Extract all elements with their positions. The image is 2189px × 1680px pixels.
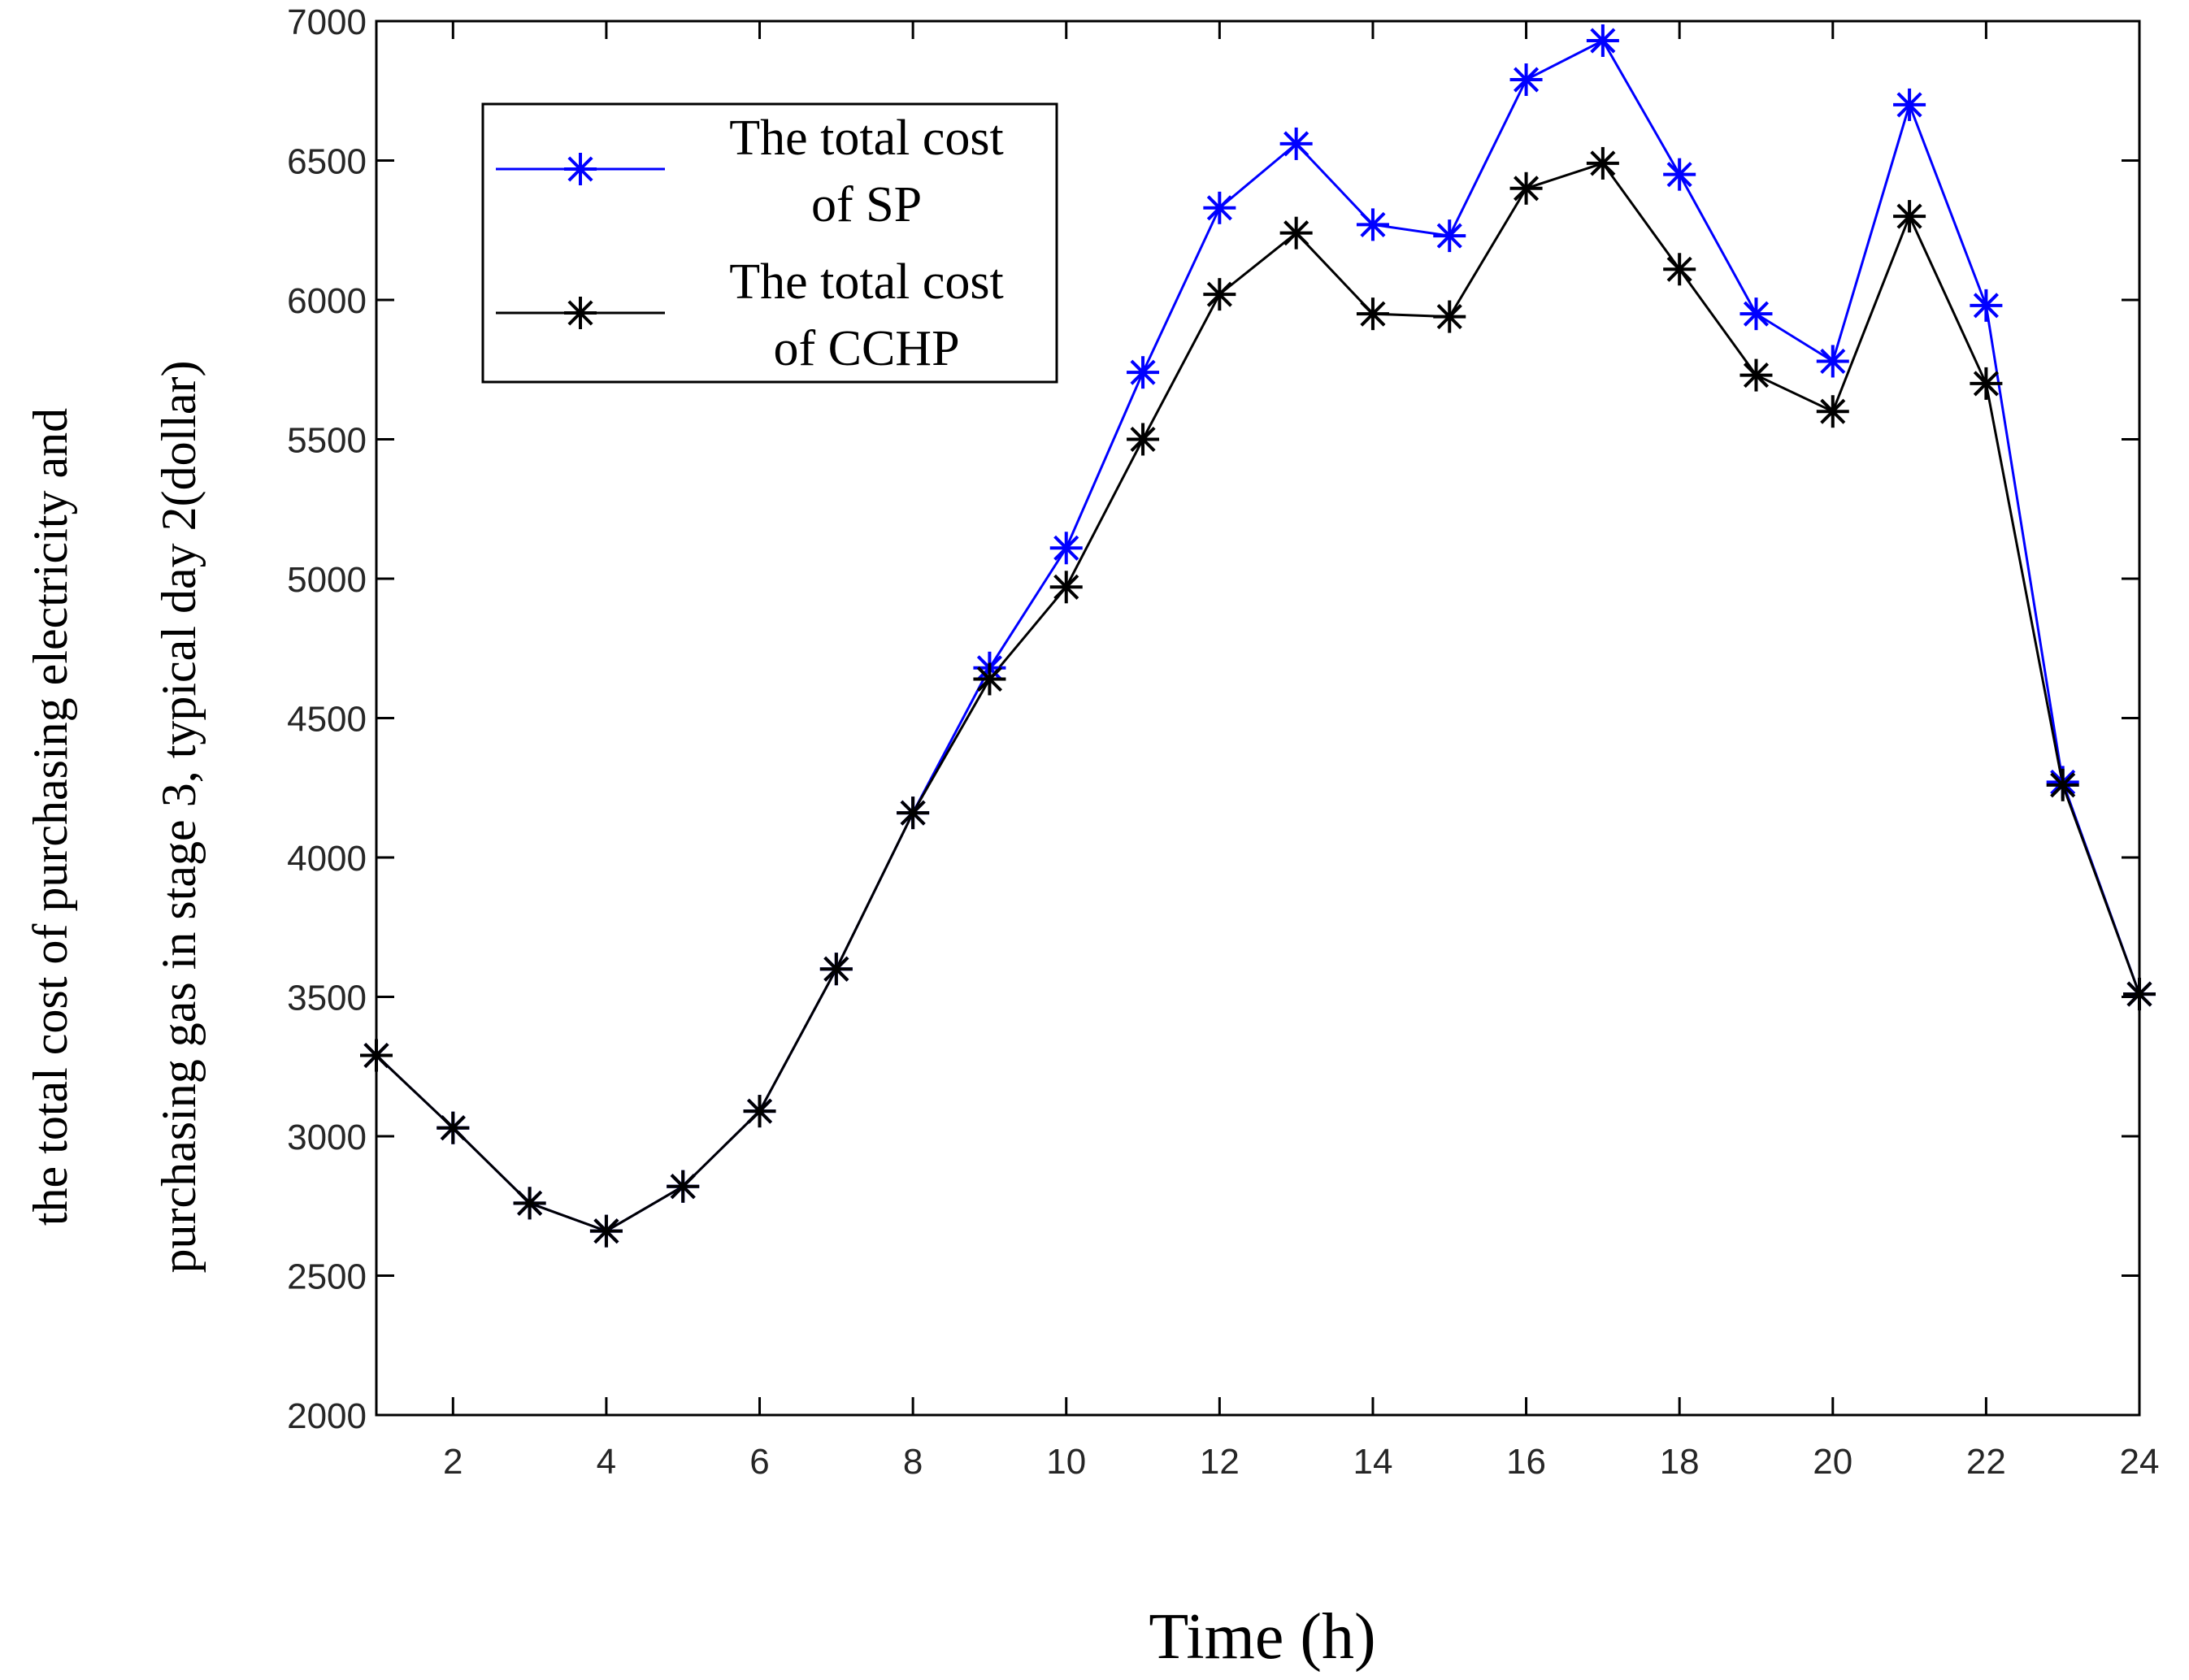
y-tick-label: 4000 (287, 839, 367, 879)
data-point-series-1 (973, 662, 1006, 696)
data-point-series-1 (513, 1187, 546, 1220)
data-point-series-0 (1279, 127, 1313, 160)
y-tick-label: 6000 (287, 281, 367, 321)
y-tick-label: 7000 (287, 2, 367, 42)
x-tick-label: 16 (1506, 1442, 1546, 1482)
x-axis-ticks: 2 4 6 8 10 12 14 16 18 20 22 24 (443, 21, 2159, 1482)
y-axis-ticks: 2000 2500 3000 3500 4000 4500 5000 5500 6000 6500… (287, 2, 2139, 1436)
data-point-series-1 (1663, 253, 1696, 286)
data-point-series-0 (1127, 356, 1160, 389)
data-point-series-1 (1279, 216, 1313, 250)
data-point-series-1 (1203, 278, 1236, 311)
data-point-series-0 (1663, 158, 1696, 191)
x-tick-label: 4 (597, 1442, 616, 1482)
series-line-1 (375, 162, 2141, 1233)
data-point-series-1 (1816, 395, 1849, 428)
data-point-series-1 (667, 1170, 700, 1203)
y-tick-label: 2500 (287, 1257, 367, 1297)
data-point-series-0 (1509, 63, 1543, 97)
y-tick-label: 5000 (287, 560, 367, 600)
data-point-series-1 (1586, 146, 1619, 180)
data-point-series-0 (1739, 297, 1773, 331)
data-point-series-1 (1739, 358, 1773, 392)
plot-area-frame (375, 20, 2141, 1417)
y-axis-label-line1: the total cost of purchasing electricity… (24, 408, 77, 1226)
y-tick-label: 3500 (287, 979, 367, 1018)
data-point-series-0 (1433, 219, 1466, 253)
x-tick-label: 8 (903, 1442, 923, 1482)
data-point-series-0 (1049, 532, 1083, 565)
data-point-series-1 (2046, 768, 2079, 801)
data-point-series-0 (1356, 208, 1389, 241)
data-point-series-1 (1049, 571, 1083, 604)
legend-label-sp-line2: of SP (811, 177, 922, 232)
data-point-series-0 (1203, 191, 1236, 224)
x-tick-label: 24 (2120, 1442, 2160, 1482)
data-point-series-1 (819, 953, 853, 986)
data-point-series-0 (1586, 24, 1619, 58)
data-point-series-1 (1433, 300, 1466, 333)
data-point-series-1 (1893, 200, 1926, 233)
y-axis-label-line2: purchasing gas in stage 3, typical day 2… (152, 360, 206, 1273)
y-tick-label: 5500 (287, 421, 367, 461)
x-tick-label: 20 (1813, 1442, 1852, 1482)
data-point-series-1 (589, 1214, 623, 1248)
data-point-series-1 (1127, 423, 1160, 456)
x-tick-label: 22 (1966, 1442, 2006, 1482)
y-tick-label: 4500 (287, 700, 367, 740)
data-point-series-0 (1893, 88, 1926, 121)
legend-label-sp-line1: The total cost (729, 111, 1003, 166)
legend-box (481, 102, 1058, 384)
legend-marker-sp-glyph (564, 153, 597, 185)
x-tick-label: 18 (1660, 1442, 1700, 1482)
legend-marker-cchp (564, 297, 597, 329)
x-axis-label: Time (h) (1149, 1601, 1375, 1673)
legend-marker-cchp-glyph (564, 297, 597, 329)
data-point-series-1 (1509, 171, 1543, 205)
x-tick-label: 12 (1200, 1442, 1240, 1482)
data-point-series-1 (1356, 297, 1389, 331)
x-tick-label: 14 (1353, 1442, 1392, 1482)
legend: The total cost of SP The total cost of C… (481, 102, 1058, 384)
y-tick-label: 6500 (287, 142, 367, 182)
data-point-series-0 (1816, 345, 1849, 378)
y-tick-label: 2000 (287, 1396, 367, 1436)
legend-label-cchp-line1: The total cost (729, 254, 1003, 310)
y-tick-label: 3000 (287, 1118, 367, 1157)
x-tick-label: 10 (1046, 1442, 1086, 1482)
x-tick-label: 2 (443, 1442, 463, 1482)
data-point-series-1 (897, 797, 930, 830)
data-point-series-0 (1970, 289, 2003, 322)
legend-marker-sp (564, 153, 597, 185)
x-tick-label: 6 (749, 1442, 769, 1482)
series-layer (360, 24, 2156, 1248)
data-point-series-1 (436, 1111, 470, 1144)
data-point-series-1 (743, 1095, 776, 1128)
data-point-series-1 (1970, 367, 2003, 400)
legend-label-cchp-line2: of CCHP (773, 321, 959, 376)
